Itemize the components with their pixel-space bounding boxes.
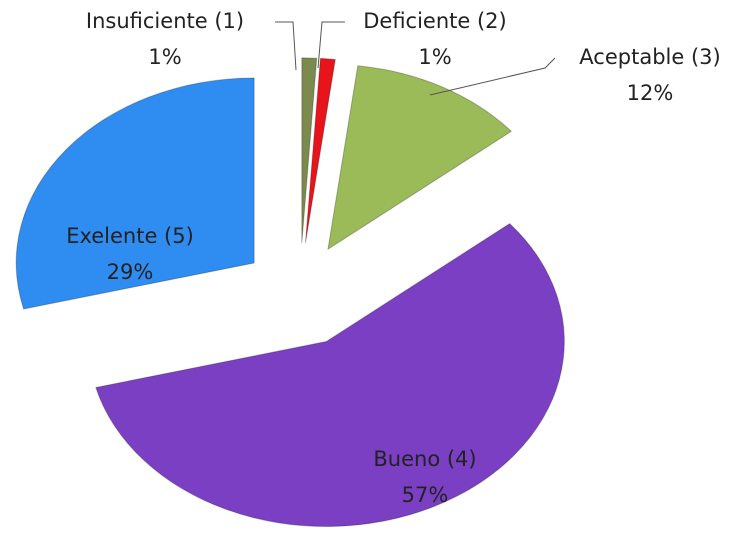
value-label: 1%: [148, 45, 181, 69]
pie-slice: [15, 77, 255, 310]
value-label: 29%: [107, 260, 154, 284]
category-label: Bueno (4): [373, 447, 476, 471]
leader-line: [317, 21, 345, 69]
pie-slice: [327, 65, 513, 251]
category-label: Insuficiente (1): [86, 9, 244, 33]
pie-slice: [304, 57, 336, 244]
value-label: 1%: [418, 45, 451, 69]
category-label: Aceptable (3): [579, 45, 720, 69]
pie-slice: [301, 57, 318, 243]
leader-line: [429, 57, 556, 96]
category-label: Deficiente (2): [363, 9, 507, 33]
category-label: Exelente (5): [66, 224, 194, 248]
value-label: 57%: [402, 483, 449, 507]
leader-line: [275, 21, 297, 71]
value-label: 12%: [627, 81, 674, 105]
pie-slice: [95, 222, 565, 527]
